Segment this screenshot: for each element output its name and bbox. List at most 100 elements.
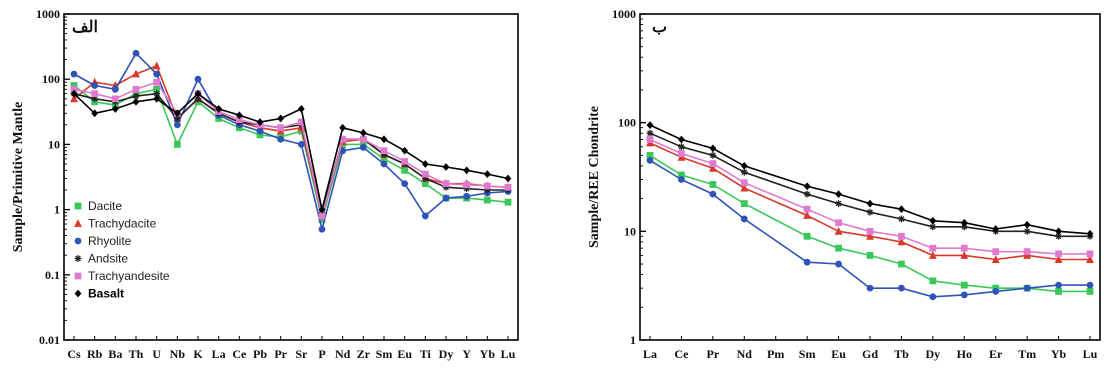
chart-b-point-dacite-dy — [929, 277, 937, 285]
chart-a-series-rhyolite — [70, 49, 512, 233]
chart-a-point-dacite-yb — [483, 196, 491, 204]
chart-a-point-basalt-zr — [359, 129, 367, 137]
chart-a-point-dacite-pb — [256, 131, 264, 139]
chart-b-point-andsite-tb — [898, 215, 905, 223]
chart-a-x-tick-label-ce: Ce — [232, 347, 247, 361]
chart-b-point-andsite-gd — [866, 208, 874, 216]
chart-b-x-tick-label-la: La — [643, 347, 657, 361]
chart-b-point-trachyandesite-dy — [929, 244, 937, 252]
chart-b-point-dacite-lu — [1086, 288, 1094, 295]
chart-b-point-trachyandesite-tm — [1023, 248, 1031, 256]
chart-a-legend-label-andsite: Andsite — [88, 252, 128, 266]
chart-b-x-tick-label-lu: Lu — [1083, 347, 1098, 361]
chart-b-x-tick-label-ho: Ho — [957, 347, 972, 361]
chart-b-x-tick-label-tm: Tm — [1018, 347, 1036, 361]
chart-b-point-andsite-nd — [740, 168, 748, 176]
chart-a-x-tick-label-yb: Yb — [480, 347, 496, 361]
chart-a-point-basalt-th — [132, 97, 140, 106]
chart-a-point-basalt-lu — [504, 174, 512, 183]
chart-b-point-trachydacite-gd — [866, 231, 874, 240]
chart-b-panel-label: ب — [652, 19, 667, 36]
chart-a-legend-marker-basalt — [74, 289, 82, 298]
chart-b-point-trachydacite-er — [991, 255, 1000, 263]
chart-a-point-rhyolite-pb — [256, 127, 264, 135]
chart-a-svg: 0.01 0.1 1 10 100 1000 Sample/Primitive Mantle… — [11, 7, 519, 361]
chart-a-point-rhyolite-y — [463, 192, 471, 200]
chart-a-plot-area — [63, 13, 519, 341]
chart-b-x-tick-label-pm: Pm — [767, 347, 784, 361]
chart-b-x-tick-label-er: Er — [989, 347, 1003, 361]
chart-a-series-basalt — [70, 89, 512, 214]
chart-b-line-rhyolite — [649, 159, 1090, 298]
chart-a-x-tick-label-la: La — [212, 347, 226, 361]
chart-b-point-trachydacite-eu — [834, 226, 843, 235]
chart-a-point-trachyandesite-th — [132, 85, 140, 93]
chart-b-point-trachyandesite-yb — [1055, 250, 1062, 258]
chart-b-line-trachydacite — [649, 142, 1090, 261]
chart-a-legend-label-dacite: Dacite — [88, 199, 122, 213]
chart-b-series-trachyandesite — [646, 136, 1094, 258]
chart-b-x-tick-label-dy: Dy — [926, 347, 941, 361]
chart-a-point-rhyolite-dy — [442, 194, 450, 202]
chart-b-point-trachyandesite-la — [646, 136, 654, 143]
chart-b: 1 10 100 1000 Sample/REE Chondrite La Ce Pr Nd Pm… — [560, 0, 1104, 373]
chart-b-point-dacite-gd — [866, 252, 874, 259]
chart-b-line-trachyandesite — [649, 138, 1090, 255]
chart-a-point-basalt-y — [463, 166, 471, 175]
chart-a-x-tick-label-th: Th — [129, 347, 144, 361]
chart-b-point-trachydacite-nd — [740, 183, 749, 192]
chart-a-y-tick-label: 0.01 — [39, 333, 60, 347]
chart-a-y-tick-label: 100 — [42, 72, 60, 86]
chart-a-point-basalt-ti — [421, 160, 429, 168]
chart-a-point-trachyandesite-sm — [380, 147, 388, 155]
chart-b-point-trachyandesite-lu — [1086, 250, 1094, 258]
chart-b-y-tick-label: 1000 — [612, 7, 636, 21]
chart-b-point-trachydacite-tb — [897, 237, 906, 246]
chart-a-x-tick-label-k: K — [193, 347, 203, 361]
chart-b-point-basalt-ce — [678, 135, 685, 144]
chart-b-point-rhyolite-yb — [1055, 281, 1062, 289]
chart-b-point-rhyolite-er — [992, 288, 1000, 295]
chart-a-point-basalt-pr — [277, 114, 285, 123]
chart-a-point-rhyolite-eu — [401, 180, 409, 188]
chart-a-point-rhyolite-rb — [91, 82, 99, 89]
chart-b-point-rhyolite-la — [646, 156, 654, 164]
chart-a-x-tick-label-ba: Ba — [108, 347, 122, 361]
chart-a-x-tick-label-zr: Zr — [357, 347, 371, 361]
chart-b-x-tick-label-nd: Nd — [737, 347, 753, 361]
chart-a-line-rhyolite — [73, 52, 509, 230]
chart-a-y-tick-label: 0.1 — [45, 268, 60, 282]
chart-a-x-tick-label-rb: Rb — [87, 347, 103, 361]
chart-a-y-axis-label: Sample/Primitive Mantle — [11, 102, 26, 252]
chart-a-point-trachyandesite-ce — [235, 116, 243, 124]
chart-a-point-rhyolite-u — [153, 70, 161, 78]
chart-a-point-rhyolite-p — [318, 225, 326, 233]
chart-b-point-rhyolite-pr — [709, 190, 717, 198]
chart-b-point-basalt-dy — [929, 216, 937, 225]
chart-b-point-dacite-nd — [740, 200, 748, 207]
chart-a-point-rhyolite-k — [194, 75, 202, 83]
chart-b-point-andsite-ce — [678, 143, 685, 151]
chart-a-point-basalt-la — [215, 105, 223, 113]
chart-b-point-andsite-pr — [709, 151, 717, 159]
chart-b-point-dacite-tb — [898, 260, 905, 268]
chart-a-point-basalt-ba — [111, 105, 119, 113]
chart-a-point-basalt-sr — [297, 105, 305, 113]
chart-b-point-trachyandesite-er — [992, 248, 1000, 256]
chart-a-point-andsite-nb — [173, 115, 181, 122]
chart-a-x-tick-label-pr: Pr — [274, 347, 287, 361]
chart-a-point-trachyandesite-dy — [442, 180, 450, 188]
chart-b-point-trachyandesite-gd — [866, 227, 874, 235]
chart-b-point-dacite-pr — [709, 181, 717, 188]
chart-a-panel-label: الف — [72, 19, 98, 36]
chart-a-point-trachyandesite-eu — [401, 157, 409, 165]
chart-a-point-dacite-u — [153, 85, 161, 93]
chart-a-point-rhyolite-pr — [277, 135, 285, 143]
chart-b-point-basalt-gd — [866, 199, 874, 208]
chart-a-point-rhyolite-cs — [70, 70, 78, 78]
chart-a-x-tick-label-p: P — [318, 347, 325, 361]
chart-a-point-trachyandesite-cs — [70, 85, 78, 93]
chart-b-point-basalt-pr — [709, 144, 717, 153]
chart-a-legend-marker-trachydacite — [74, 219, 82, 227]
chart-b-point-trachyandesite-tb — [898, 232, 905, 240]
